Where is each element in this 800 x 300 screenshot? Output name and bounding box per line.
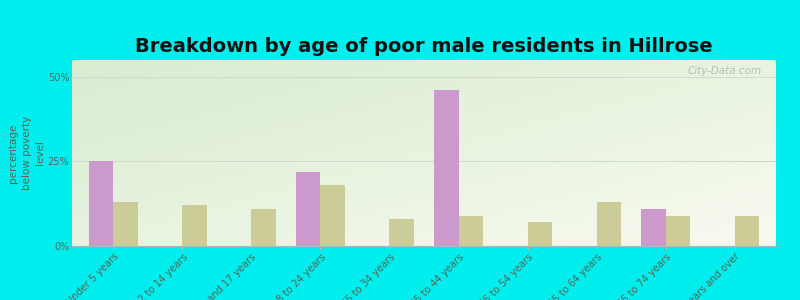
- Title: Breakdown by age of poor male residents in Hillrose: Breakdown by age of poor male residents …: [135, 37, 713, 56]
- Bar: [390, 219, 414, 246]
- Bar: [296, 172, 321, 246]
- Y-axis label: percentage
below poverty
level: percentage below poverty level: [9, 116, 45, 190]
- Bar: [434, 90, 458, 246]
- Bar: [458, 216, 482, 246]
- Bar: [182, 206, 206, 246]
- Bar: [114, 202, 138, 246]
- Bar: [251, 209, 276, 246]
- Bar: [527, 222, 552, 246]
- Bar: [90, 161, 114, 246]
- Bar: [321, 185, 345, 246]
- Bar: [642, 209, 666, 246]
- Bar: [597, 202, 621, 246]
- Bar: [734, 216, 758, 246]
- Text: City-Data.com: City-Data.com: [688, 66, 762, 76]
- Bar: [666, 216, 690, 246]
